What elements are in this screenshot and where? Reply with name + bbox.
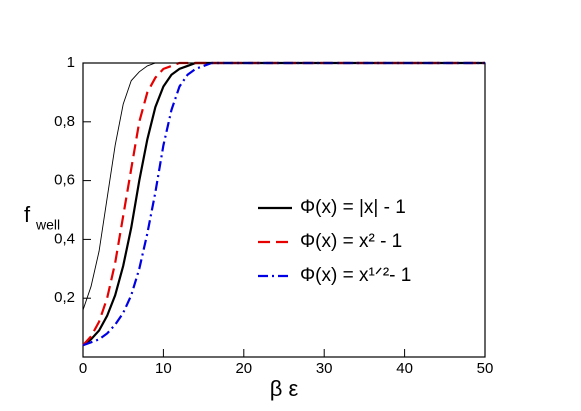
x-tick-label: 50 [477,360,494,377]
x-tick-label: 40 [396,360,413,377]
legend-label: Φ(x) = |x| - 1 [300,197,406,218]
legend-label: Φ(x) = x² - 1 [300,231,402,252]
y-tick-label: 0,2 [54,289,75,306]
y-tick-label: 0,6 [54,172,75,189]
x-axis-label: β ε [270,376,299,401]
y-axis-label-subscript: well [35,217,60,233]
y-tick-label: 0,4 [54,230,75,247]
y-axis-label: f [24,202,31,227]
x-tick-label: 0 [79,360,87,377]
legend-label: Φ(x) = x¹ᐟ²- 1 [300,265,411,286]
series-line [82,62,485,311]
series-line [82,61,485,347]
y-tick-label: 1 [67,54,75,71]
x-tick-label: 10 [155,360,172,377]
series-line [82,61,485,346]
series-line [82,61,485,347]
y-tick-label: 0,8 [54,113,75,130]
plot-frame [82,62,486,358]
x-tick-label: 30 [316,360,333,377]
x-tick-label: 20 [235,360,252,377]
